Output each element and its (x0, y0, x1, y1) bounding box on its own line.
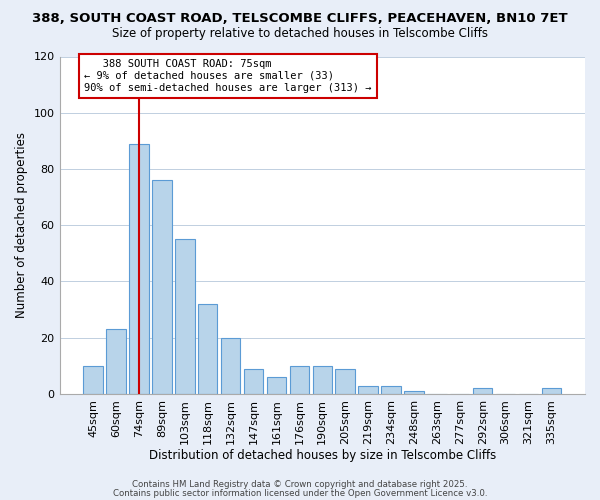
Bar (175, 240, 194, 394)
Bar (381, 386, 401, 394)
X-axis label: Distribution of detached houses by size in Telscombe Cliffs: Distribution of detached houses by size … (149, 450, 496, 462)
Text: 388 SOUTH COAST ROAD: 75sqm
← 9% of detached houses are smaller (33)
90% of semi: 388 SOUTH COAST ROAD: 75sqm ← 9% of deta… (84, 60, 371, 92)
Bar (542, 388, 561, 394)
Bar (313, 366, 332, 394)
Bar (404, 391, 424, 394)
Bar (106, 330, 126, 394)
Bar (335, 368, 355, 394)
Bar (267, 377, 286, 394)
Text: Contains HM Land Registry data © Crown copyright and database right 2025.: Contains HM Land Registry data © Crown c… (132, 480, 468, 489)
Bar (152, 180, 172, 394)
Bar (198, 304, 217, 394)
Bar (290, 366, 309, 394)
Y-axis label: Number of detached properties: Number of detached properties (15, 132, 28, 318)
Text: Contains public sector information licensed under the Open Government Licence v3: Contains public sector information licen… (113, 488, 487, 498)
Bar (473, 388, 493, 394)
Text: Size of property relative to detached houses in Telscombe Cliffs: Size of property relative to detached ho… (112, 28, 488, 40)
Bar (221, 338, 241, 394)
Bar (83, 366, 103, 394)
Bar (358, 386, 378, 394)
Bar (129, 144, 149, 394)
Text: 388, SOUTH COAST ROAD, TELSCOMBE CLIFFS, PEACEHAVEN, BN10 7ET: 388, SOUTH COAST ROAD, TELSCOMBE CLIFFS,… (32, 12, 568, 26)
Bar (244, 368, 263, 394)
